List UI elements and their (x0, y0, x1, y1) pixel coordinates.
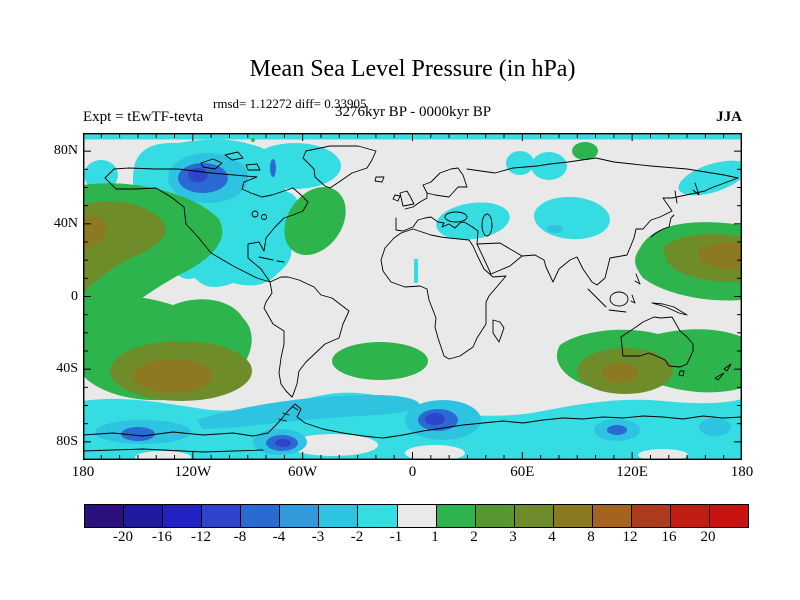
colorbar-segment (163, 505, 203, 527)
colorbar-tick-label: -12 (191, 529, 211, 545)
coastlines (83, 145, 742, 453)
colorbar-tick-label: 20 (700, 529, 716, 545)
colorbar-segment (670, 505, 710, 527)
caribbean-islands (258, 256, 285, 263)
africa-coast (380, 228, 507, 360)
colorbar-tick-label: -2 (350, 529, 364, 545)
europe-mediterranean-coast (395, 216, 479, 245)
colorbar-tick-label: -20 (113, 529, 133, 545)
colorbar-tick-label: 8 (587, 529, 595, 545)
okhotsk-blob (678, 160, 742, 196)
lat-tick-label: 80S (56, 433, 78, 449)
lat-tick-label: 40S (56, 361, 78, 377)
tasmania (678, 370, 685, 377)
lat-tick-label: 0 (71, 288, 78, 304)
lon-tick-label: 120W (174, 464, 212, 480)
lon-axis-labels: 180 120W 60W 0 60E 120E 180 (72, 464, 754, 484)
arctic-russia-green-spot (572, 142, 598, 160)
colorbar-tick-label: -1 (389, 529, 403, 545)
se-asia-islands (587, 273, 641, 313)
colorbar-tick-label: 3 (509, 529, 517, 545)
axis-tick-marks (84, 134, 741, 459)
lon-tick-label: 180 (730, 464, 754, 480)
colorbar-segment (202, 505, 242, 527)
colorbar-segment (358, 505, 398, 527)
lon-tick-label: 0 (408, 464, 417, 480)
italy-sliver (414, 259, 418, 283)
season-label: JJA (716, 109, 742, 125)
lon-tick-label: 120E (616, 464, 648, 480)
ross-sea-blue (699, 418, 731, 436)
colorbar-tick-label: -4 (272, 529, 286, 545)
colorbar-segment (241, 505, 281, 527)
colorbar-tick-label: 1 (431, 529, 439, 545)
stats-line: rmsd= 1.12272 diff= 0.33905 (213, 96, 367, 111)
colorbar (84, 504, 749, 528)
madagascar (492, 319, 505, 343)
colorbar-segment (397, 505, 437, 527)
lat-axis-labels: 80N 40N 0 40S 80S (36, 133, 78, 460)
contour-map-svg (83, 133, 742, 460)
lat-tick-label: 80N (53, 143, 78, 159)
new-zealand (714, 363, 732, 381)
colorbar-segments (85, 505, 749, 527)
new-guinea (651, 302, 688, 316)
antarctic-islands (83, 406, 299, 453)
arctic-islands (200, 151, 261, 171)
scandinavia-coast (404, 167, 468, 210)
north-america-coast (104, 167, 309, 283)
lat-tick-label: 40N (53, 215, 78, 231)
australia-coast (620, 316, 694, 368)
asia-east-south-coast (521, 177, 739, 286)
colorbar-segment (710, 505, 749, 527)
colorbar-tick-label: 4 (548, 529, 556, 545)
arabia-coast (476, 242, 523, 275)
japan-kamchatka (650, 182, 700, 238)
north-atlantic-green (284, 186, 346, 256)
colorbar-segment (124, 505, 164, 527)
colorbar-tick-label: -8 (233, 529, 247, 545)
antarctica-coast (83, 403, 742, 439)
map-frame (83, 133, 742, 460)
colorbar-segment (592, 505, 632, 527)
colorbar-segment (553, 505, 593, 527)
world-map-plot (83, 133, 742, 460)
experiment-label: Expt = tEwTF-tevta (83, 109, 204, 125)
novaya-zemlya-blob-e (531, 152, 567, 180)
colorbar-tick-label: 12 (622, 529, 638, 545)
colorbar-tick-label: -3 (311, 529, 325, 545)
south-atlantic-green (332, 342, 428, 380)
colorbar-tick-label: 2 (470, 529, 478, 545)
colorbar-tick-label: 16 (661, 529, 677, 545)
page-title: Mean Sea Level Pressure (in hPa) (249, 56, 576, 82)
greenland-blob (249, 143, 341, 189)
south-america-coast (263, 276, 350, 398)
period-line: 3276kyr BP - 0000kyr BP (334, 104, 492, 120)
colorbar-segment (319, 505, 359, 527)
colorbar-segment (436, 505, 476, 527)
novaya-zemlya-blob-w (506, 151, 534, 175)
colorbar-labels: -20 -16 -12 -8 -4 -3 -2 -1 1 2 3 4 8 12 16 20 (84, 529, 747, 549)
colorbar-segment (475, 505, 515, 527)
colorbar-segment (85, 505, 125, 527)
greenland-coast (302, 145, 377, 189)
colorbar-segment (280, 505, 320, 527)
colorbar-segment (514, 505, 554, 527)
iceland (374, 176, 385, 183)
drake-passage-streak (197, 395, 420, 429)
negative-anomaly-fills (83, 134, 742, 460)
lon-tick-label: 180 (71, 464, 95, 480)
colorbar-segment (631, 505, 671, 527)
lon-tick-label: 60W (288, 464, 318, 480)
siberian-arctic-coast (466, 157, 739, 179)
colorbar-tick-label: -16 (152, 529, 172, 545)
positive-anomaly-fills (83, 138, 742, 401)
british-isles (392, 190, 415, 207)
lon-tick-label: 60E (510, 464, 535, 480)
